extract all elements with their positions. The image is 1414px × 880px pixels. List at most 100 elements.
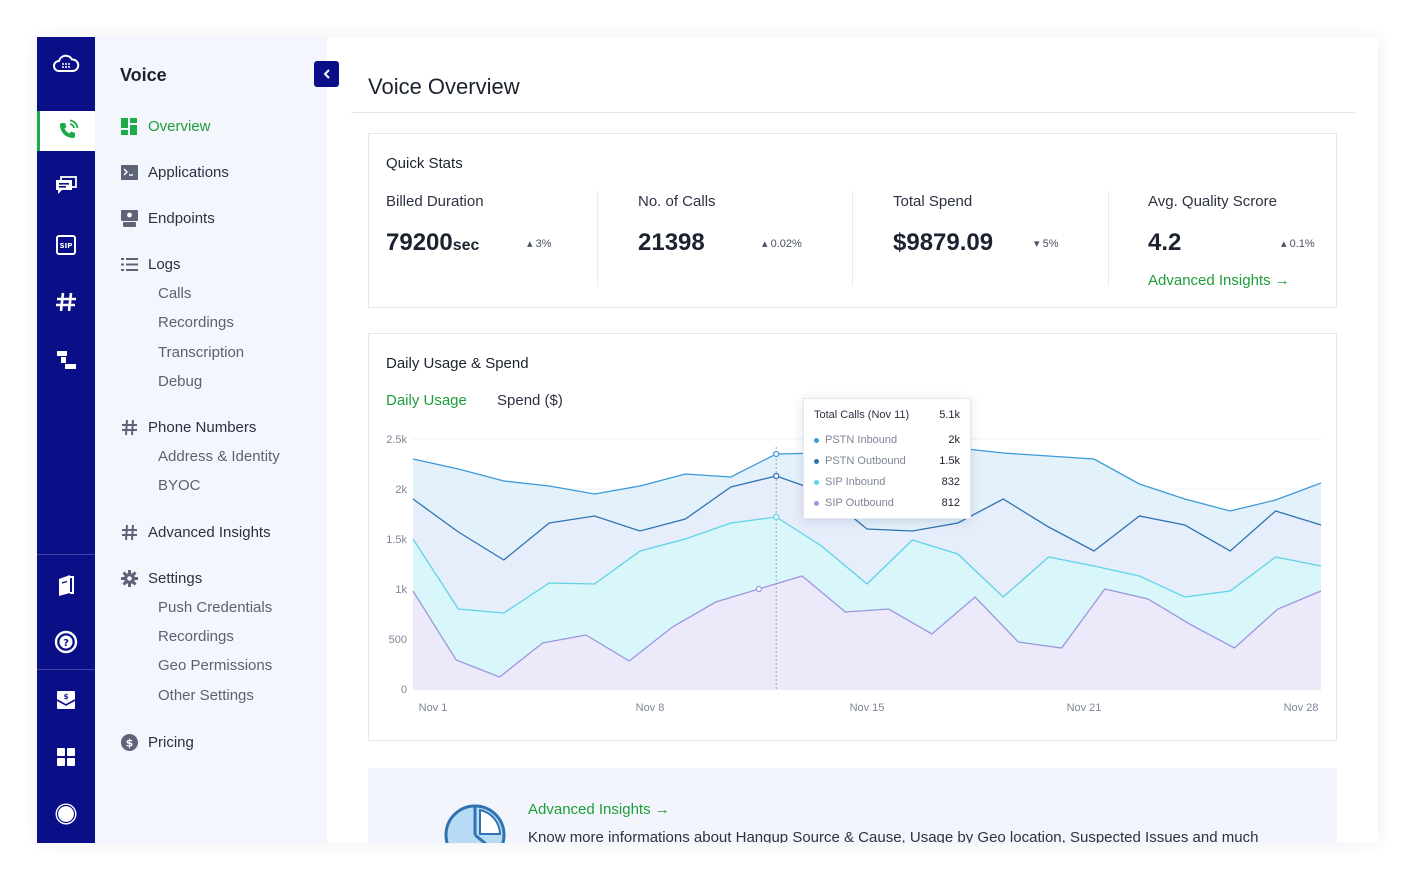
x-tick-label: Nov 15 xyxy=(850,702,885,714)
sidebar-title: Voice xyxy=(120,65,167,85)
tooltip-row: SIP Inbound 832 xyxy=(814,476,960,488)
hover-point xyxy=(755,585,763,593)
voice-sidebar: Voice Overview Applications Endpoints Lo… xyxy=(95,37,339,843)
stat-value: 21398 xyxy=(638,229,705,256)
hash-icon xyxy=(120,523,138,541)
rail-divider xyxy=(37,554,95,555)
y-tick-label: 2k xyxy=(395,484,407,496)
stat-billed-duration: Billed Duration 79200sec ▴ 3% xyxy=(386,191,576,286)
main-content: Voice Overview Quick Stats Billed Durati… xyxy=(351,37,1355,843)
sidebar-subitem-recordings-settings[interactable]: Recordings xyxy=(158,628,234,645)
sidebar-item-label: Settings xyxy=(148,569,203,587)
sidebar-subitem-transcription[interactable]: Transcription xyxy=(158,344,245,361)
tooltip-row: PSTN Outbound 1.5k xyxy=(814,455,960,467)
sidebar-subitem-other-settings[interactable]: Other Settings xyxy=(158,687,254,704)
tab-daily-usage[interactable]: Daily Usage xyxy=(386,392,467,409)
promo-description: Know more informations about Hangup Sour… xyxy=(528,829,1259,843)
chevron-left-icon xyxy=(323,69,330,79)
advanced-insights-link[interactable]: Advanced Insights → xyxy=(1148,272,1290,289)
stat-value: 79200sec xyxy=(386,229,480,256)
svg-text:$: $ xyxy=(125,736,133,749)
quick-stats-card: Quick Stats Billed Duration 79200sec ▴ 3… xyxy=(368,133,1337,308)
hover-point xyxy=(773,513,780,521)
dollar-icon: $ xyxy=(120,733,138,751)
tab-spend[interactable]: Spend ($) xyxy=(497,392,563,409)
endpoint-icon xyxy=(120,209,138,227)
sidebar-subitem-byoc[interactable]: BYOC xyxy=(158,477,201,494)
book-icon[interactable] xyxy=(37,565,95,605)
series-line xyxy=(412,475,1322,561)
sidebar-subitem-debug[interactable]: Debug xyxy=(158,373,203,390)
hash-icon xyxy=(120,418,138,436)
tooltip-row: SIP Outbound 812 xyxy=(814,497,960,509)
svg-text:SIP: SIP xyxy=(60,242,73,250)
sidebar-subitem-push-credentials[interactable]: Push Credentials xyxy=(158,599,273,616)
hover-point xyxy=(773,472,780,480)
list-icon xyxy=(120,255,138,273)
stat-delta: ▾ 5% xyxy=(1034,238,1059,250)
y-tick-label: 500 xyxy=(389,634,407,646)
advanced-insights-promo: Advanced Insights → Know more informatio… xyxy=(368,768,1337,843)
sidebar-item-label: Overview xyxy=(148,117,211,135)
stat-label: Avg. Quality Scrore xyxy=(1148,193,1277,210)
rail-divider xyxy=(37,669,95,670)
hover-point xyxy=(773,450,780,458)
billing-icon[interactable]: $ xyxy=(37,680,95,720)
y-tick-label: 1.5k xyxy=(386,534,407,546)
sidebar-item-endpoints[interactable]: Endpoints xyxy=(120,209,215,227)
cloud-logo-icon[interactable] xyxy=(37,45,95,85)
daily-usage-card: Daily Usage & Spend Daily Usage Spend ($… xyxy=(368,333,1337,741)
stat-total-spend: Total Spend $9879.09 ▾ 5% xyxy=(893,191,1083,286)
sidebar-item-logs[interactable]: Logs xyxy=(120,255,181,273)
x-tick-label: Nov 8 xyxy=(636,702,665,714)
sidebar-item-phone-numbers[interactable]: Phone Numbers xyxy=(120,418,256,436)
sidebar-item-settings[interactable]: Settings xyxy=(120,569,202,587)
phone-icon[interactable] xyxy=(37,111,95,151)
sidebar-subitem-geo-permissions[interactable]: Geo Permissions xyxy=(158,657,273,674)
sidebar-item-label: Logs xyxy=(148,255,181,273)
tooltip-title: Total Calls (Nov 11) xyxy=(814,409,910,421)
stat-delta: ▴ 3% xyxy=(527,238,552,250)
sidebar-item-label: Endpoints xyxy=(148,209,215,227)
apps-icon[interactable] xyxy=(37,737,95,777)
x-tick-label: Nov 21 xyxy=(1067,702,1102,714)
sidebar-subitem-calls[interactable]: Calls xyxy=(158,285,192,302)
usage-area-chart: 0 500 1k 1.5k 2k 2.5k Nov 1 Nov 8 Nov 15 Nov 21 No… xyxy=(386,434,1322,714)
y-tick-label: 0 xyxy=(401,684,407,696)
flow-icon[interactable] xyxy=(37,340,95,380)
legend-dot xyxy=(814,500,819,506)
card-title: Daily Usage & Spend xyxy=(386,355,529,372)
stat-separator xyxy=(852,191,853,286)
product-rail: SIP ? $ xyxy=(37,37,95,843)
sip-icon[interactable]: SIP xyxy=(37,225,95,265)
sidebar-item-pricing[interactable]: $ Pricing xyxy=(120,733,194,751)
sidebar-item-label: Pricing xyxy=(148,733,194,751)
sidebar-item-overview[interactable]: Overview xyxy=(120,117,211,135)
stat-separator xyxy=(597,191,598,286)
stat-separator xyxy=(1108,191,1109,286)
promo-advanced-insights-link[interactable]: Advanced Insights → xyxy=(528,801,670,818)
gear-icon xyxy=(120,569,138,587)
tooltip-row: PSTN Inbound 2k xyxy=(814,434,960,446)
grid-icon xyxy=(120,117,138,135)
sidebar-item-applications[interactable]: Applications xyxy=(120,163,229,181)
x-tick-label: Nov 28 xyxy=(1284,702,1319,714)
chat-icon[interactable] xyxy=(37,167,95,207)
page-title: Voice Overview xyxy=(368,74,520,99)
sidebar-subitem-address-identity[interactable]: Address & Identity xyxy=(158,448,280,465)
help-icon[interactable]: ? xyxy=(37,622,95,662)
stat-label: No. of Calls xyxy=(638,193,716,210)
sidebar-item-advanced-insights[interactable]: Advanced Insights xyxy=(120,523,271,541)
y-tick-label: 2.5k xyxy=(386,434,407,446)
legend-dot xyxy=(814,437,819,443)
hash-icon[interactable] xyxy=(37,282,95,322)
sidebar-subitem-recordings[interactable]: Recordings xyxy=(158,314,234,331)
series-line xyxy=(412,516,1322,614)
sidebar-item-label: Phone Numbers xyxy=(148,418,257,436)
stat-avg-quality-score: Avg. Quality Scrore 4.2 ▴ 0.1% xyxy=(1148,191,1323,286)
title-divider xyxy=(351,112,1355,113)
collapse-sidebar-button[interactable] xyxy=(314,61,339,87)
stat-value: $9879.09 xyxy=(893,229,994,256)
account-icon[interactable] xyxy=(37,794,95,834)
stat-label: Total Spend xyxy=(893,193,973,210)
